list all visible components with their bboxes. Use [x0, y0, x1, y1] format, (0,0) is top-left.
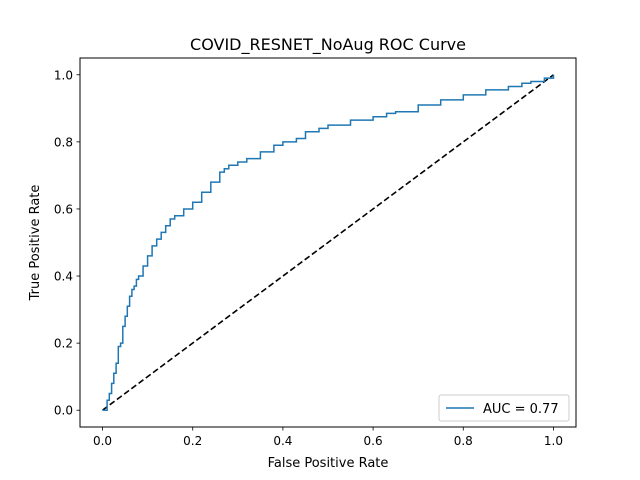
y-axis-label: True Positive Rate: [28, 185, 43, 302]
y-tick-label: 0.6: [54, 202, 73, 216]
x-tick-label: 0.4: [273, 434, 292, 448]
y-tick-label: 0.0: [54, 404, 73, 418]
y-tick-label: 0.4: [54, 270, 73, 284]
y-tick-label: 0.2: [54, 337, 73, 351]
x-axis: 0.0 0.2 0.4 0.6 0.8 1.0: [93, 427, 563, 448]
plot-area: [102, 74, 555, 411]
chart-title: COVID_RESNET_NoAug ROC Curve: [190, 35, 466, 55]
x-tick-label: 0.2: [183, 434, 202, 448]
x-axis-label: False Positive Rate: [268, 456, 389, 471]
axes-frame: [79, 57, 577, 428]
x-tick-label: 0.8: [454, 434, 473, 448]
chance-diagonal-line: [102, 74, 554, 411]
x-tick-label: 0.0: [93, 434, 112, 448]
legend: AUC = 0.77: [438, 394, 570, 422]
y-axis: 0.0 0.2 0.4 0.6 0.8 1.0: [54, 68, 80, 418]
x-tick-label: 1.0: [544, 434, 563, 448]
y-tick-label: 0.8: [54, 135, 73, 149]
x-tick-label: 0.6: [364, 434, 383, 448]
legend-label: AUC = 0.77: [483, 402, 559, 417]
legend-box: [438, 394, 570, 422]
y-tick-label: 1.0: [54, 68, 73, 82]
roc-curve-line: [102, 74, 555, 411]
